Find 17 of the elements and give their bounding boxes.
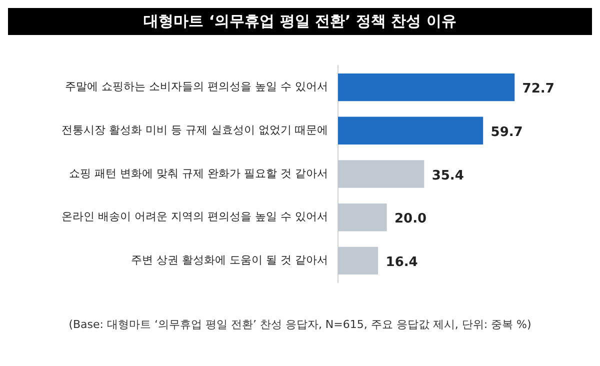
chart-title: 대형마트 ‘의무휴업 평일 전환’ 정책 찬성 이유 — [8, 8, 592, 35]
bar — [338, 73, 515, 102]
data-label: 16.4 — [386, 255, 418, 270]
data-label: 35.4 — [432, 168, 464, 184]
y-tick-label: 쇼핑 패턴 변화에 맞춰 규제 완화가 필요할 것 같아서 — [69, 166, 328, 180]
text: (Base: 대형마트 ‘의무휴업 평일 전환’ 찬성 응답자, N=615, 주요 응답값 제시, 단위: 중복 %) — [68, 317, 532, 332]
y-tick-label: 주말에 쇼핑하는 소비자들의 편의성을 높일 수 있어서 — [65, 80, 328, 94]
y-tick-label: 주변 상권 활성화에 도움이 될 것 같아서 — [131, 254, 328, 267]
data-label: 59.7 — [490, 125, 523, 140]
bar — [338, 204, 387, 232]
data-label: 72.7 — [522, 82, 554, 97]
bar — [338, 116, 484, 144]
bar — [338, 160, 424, 188]
bar — [338, 246, 378, 275]
y-tick-label: 온라인 배송이 어려운 지역의 편의성을 높일 수 있어서 — [62, 210, 328, 224]
data-label: 20.0 — [394, 212, 427, 227]
y-tick-label: 전통시장 활성화 미비 등 규제 실효성이 없었기 때문에 — [62, 124, 328, 136]
